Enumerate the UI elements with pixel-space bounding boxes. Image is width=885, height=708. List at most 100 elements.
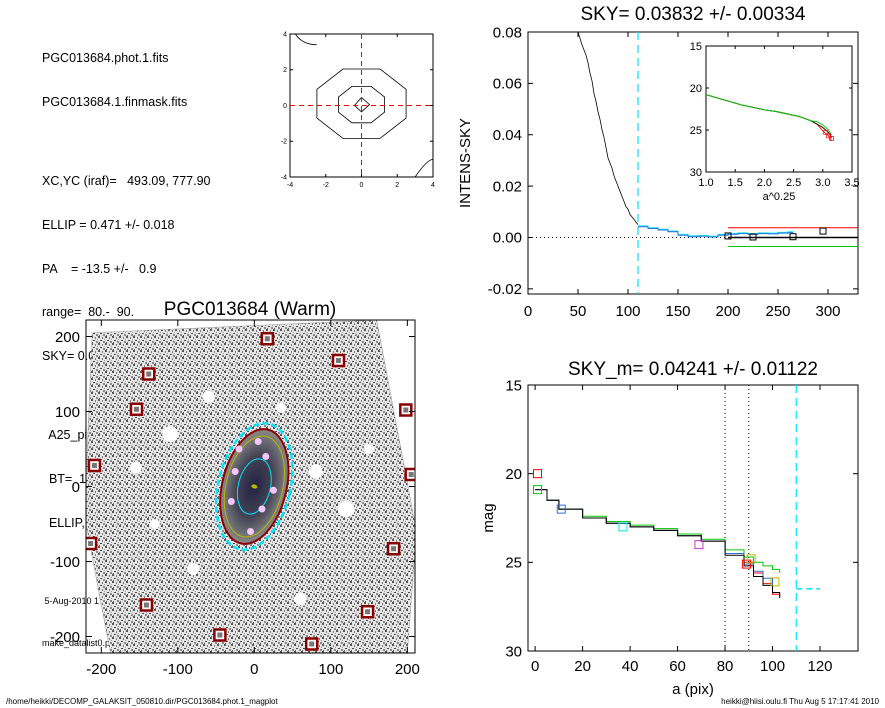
masked-star: [276, 402, 287, 413]
profile-series-black: [535, 489, 781, 598]
masked-star: [202, 390, 215, 403]
profile-marker: [746, 554, 756, 564]
y-tick-label: -0.02: [488, 281, 522, 298]
inner-ellipse: [236, 458, 272, 515]
inset-x-tick-label: 1.5: [728, 177, 743, 189]
masked-hii-region: [262, 453, 270, 460]
y-tick-label: 0.08: [493, 24, 522, 41]
masked-star: [129, 461, 142, 474]
x-tick-label: -4: [287, 182, 293, 189]
x-tick-label: -200: [86, 661, 116, 678]
inset-marker: [829, 136, 834, 141]
y-tick-label: 25: [505, 555, 522, 572]
x-tick-label: 0: [250, 661, 258, 678]
x-tick-label: 100: [615, 303, 640, 320]
sky-marker: [724, 232, 732, 240]
info-line: XC,YC (iraf)= 493.09, 777.90: [42, 173, 211, 188]
x-axis-label: a (pix): [672, 681, 714, 698]
profile-marker: [556, 504, 566, 514]
inset-marker: [826, 133, 831, 139]
profile-series-red: [535, 489, 781, 598]
contour-plot: -4 -2 0 2 4 -4 -2 0 2 4: [281, 31, 435, 189]
profile-marker: [694, 540, 704, 550]
y-tick-label: 0: [283, 103, 287, 110]
sky-box-fill: [391, 546, 397, 552]
masked-star: [187, 563, 200, 575]
y-tick-label: -2: [281, 139, 287, 146]
profile-marker: [532, 469, 542, 479]
contour-line: [295, 34, 317, 46]
inset-marker: [823, 130, 829, 135]
masked-hii-region: [247, 528, 254, 535]
sky-profile-blue: [638, 226, 794, 238]
masked-hii-region: [269, 486, 277, 494]
outer-ellipse: [214, 422, 294, 551]
info-line: range= 80.- 90.: [42, 305, 135, 320]
profile-series-blue: [535, 489, 773, 586]
x-tick-label: 80: [717, 658, 734, 675]
inset-frame: [705, 45, 853, 173]
x-tick-label: 0: [360, 182, 364, 189]
inset-x-tick-label: 3.0: [815, 177, 830, 189]
plot-frame: [527, 31, 859, 295]
y-tick-label: 30: [505, 643, 522, 660]
x-tick-label: 60: [669, 658, 686, 675]
y-tick-label: 0.00: [493, 230, 522, 247]
y-tick-label: -4: [281, 174, 287, 181]
sky-box-fill: [217, 632, 223, 638]
y-tick-label: 0.06: [493, 76, 522, 93]
y-tick-label: 100: [55, 404, 80, 421]
x-tick-label: 100: [760, 658, 785, 675]
mag-profile-plot: 0 20 40 60 80 100 120 15 20 25 30 SKY_m= 0.04241 +/…: [480, 359, 859, 698]
sky-box-fill: [146, 371, 152, 377]
chart-title: SKY_m= 0.04241 +/- 0.01122: [568, 359, 818, 380]
y-tick-label: -100: [50, 554, 80, 571]
chart-title: SKY= 0.03832 +/- 0.00334: [580, 4, 805, 25]
sky-box-fill: [365, 609, 371, 615]
sky-box-fill: [143, 602, 149, 608]
intensity-profile: [577, 32, 639, 225]
y-tick-label: 2: [283, 67, 287, 74]
sky-plot: 0 50 100 150 200 250 300 -0.02 0.00 0.02 0.04 0.06 0…: [457, 4, 860, 320]
contour-line: [353, 96, 371, 113]
plot-area: [532, 385, 821, 651]
y-tick-label: 0.02: [493, 178, 522, 195]
info-line: PGC013684.1.finmask.fits: [42, 94, 188, 109]
sky-box-fill: [133, 406, 139, 412]
footer-path: /home/heikki/DECOMP_GALAKSIT_050810.dir/…: [6, 697, 278, 706]
masked-star: [149, 519, 160, 529]
galaxy-center: [251, 484, 258, 489]
inset-y-tick-label: 15: [690, 41, 702, 53]
profile-marker: [741, 559, 751, 569]
inset-curve-green: [705, 94, 832, 136]
info-line: PGC013684.phot.1.fits: [42, 51, 169, 66]
y-axis-label: INTENS-SKY: [457, 118, 474, 208]
profile-marker: [618, 522, 628, 532]
x-tick-label: 300: [815, 303, 840, 320]
y-tick-label: -200: [50, 629, 80, 646]
sky-marker: [819, 227, 827, 235]
y-tick-label: 200: [55, 329, 80, 346]
sky-box-fill: [309, 641, 315, 647]
x-tick-label: -2: [323, 182, 329, 189]
x-tick-label: 100: [318, 661, 343, 678]
galaxy-image-plot: PGC013684 (Warm) -200 -100 0 100 200 -200 -100 0…: [50, 299, 420, 678]
x-tick-label: 200: [395, 661, 420, 678]
profile-marker: [532, 485, 542, 495]
contour-ellipse: [223, 435, 285, 538]
plot-area: [528, 32, 858, 294]
x-tick-label: 20: [574, 658, 591, 675]
inset-x-tick-label: 1.0: [698, 177, 713, 189]
x-tick-label: 2: [395, 182, 399, 189]
sky-marker: [749, 233, 757, 241]
contour-line: [337, 86, 386, 124]
sky-box-fill: [91, 463, 97, 468]
sky-box-fill: [408, 472, 414, 477]
x-tick-label: 40: [622, 658, 639, 675]
masked-hii-region: [227, 498, 235, 505]
inset-x-tick-label: 2.0: [757, 177, 772, 189]
x-tick-label: -100: [163, 661, 193, 678]
sky-box-fill: [403, 407, 409, 413]
y-tick-label: 20: [505, 466, 522, 483]
